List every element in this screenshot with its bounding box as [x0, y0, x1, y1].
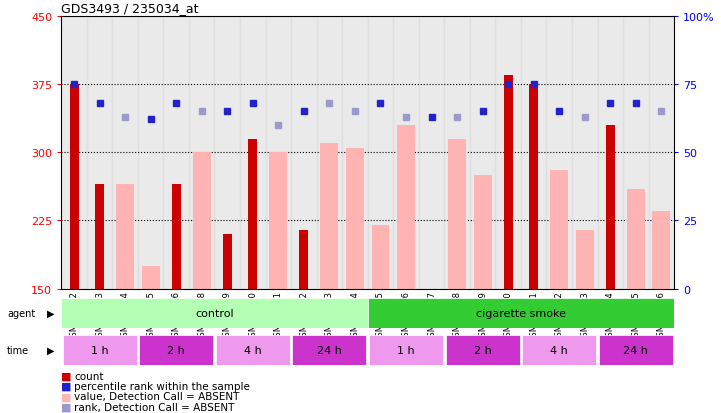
- Bar: [470, 17, 495, 289]
- Text: percentile rank within the sample: percentile rank within the sample: [74, 381, 250, 391]
- Bar: [70, 85, 79, 289]
- Bar: [576, 230, 593, 289]
- Bar: [61, 17, 87, 289]
- Bar: [623, 17, 649, 289]
- Text: 4 h: 4 h: [244, 345, 262, 355]
- Text: 2 h: 2 h: [474, 345, 492, 355]
- Text: GDS3493 / 235034_at: GDS3493 / 235034_at: [61, 2, 199, 15]
- Bar: [393, 17, 419, 289]
- Bar: [299, 230, 309, 289]
- Bar: [550, 171, 568, 289]
- Bar: [368, 298, 674, 328]
- Bar: [474, 176, 492, 289]
- Bar: [346, 148, 364, 289]
- Text: rank, Detection Call = ABSENT: rank, Detection Call = ABSENT: [74, 402, 234, 412]
- Bar: [293, 335, 366, 365]
- Bar: [572, 17, 598, 289]
- Bar: [448, 139, 466, 289]
- Text: cigarette smoke: cigarette smoke: [476, 308, 566, 318]
- Text: 24 h: 24 h: [624, 345, 648, 355]
- Bar: [63, 335, 136, 365]
- Bar: [397, 126, 415, 289]
- Bar: [317, 17, 342, 289]
- Bar: [627, 189, 645, 289]
- Bar: [419, 17, 444, 289]
- Bar: [598, 17, 623, 289]
- Text: 2 h: 2 h: [167, 345, 185, 355]
- Bar: [599, 335, 673, 365]
- Bar: [291, 17, 317, 289]
- Bar: [248, 139, 257, 289]
- Bar: [522, 335, 596, 365]
- Text: 1 h: 1 h: [91, 345, 108, 355]
- Text: control: control: [195, 308, 234, 318]
- Bar: [240, 17, 265, 289]
- Bar: [342, 17, 368, 289]
- Text: ■: ■: [61, 381, 72, 391]
- Bar: [606, 126, 615, 289]
- Text: ■: ■: [61, 371, 72, 381]
- Bar: [138, 17, 164, 289]
- Bar: [216, 335, 290, 365]
- Bar: [504, 76, 513, 289]
- Bar: [223, 235, 231, 289]
- Text: ■: ■: [61, 402, 72, 412]
- Text: 1 h: 1 h: [397, 345, 415, 355]
- Text: ▶: ▶: [47, 308, 54, 318]
- Bar: [371, 225, 389, 289]
- Bar: [369, 335, 443, 365]
- Text: agent: agent: [7, 308, 35, 318]
- Bar: [112, 17, 138, 289]
- Bar: [320, 144, 338, 289]
- Text: 4 h: 4 h: [550, 345, 568, 355]
- Bar: [444, 17, 470, 289]
- Bar: [547, 17, 572, 289]
- Bar: [95, 185, 104, 289]
- Bar: [142, 266, 159, 289]
- Bar: [653, 212, 671, 289]
- Bar: [61, 298, 368, 328]
- Bar: [172, 185, 181, 289]
- Bar: [116, 185, 134, 289]
- Bar: [265, 17, 291, 289]
- Text: ■: ■: [61, 392, 72, 401]
- Text: 24 h: 24 h: [317, 345, 342, 355]
- Bar: [215, 17, 240, 289]
- Bar: [495, 17, 521, 289]
- Text: time: time: [7, 345, 30, 355]
- Text: ▶: ▶: [47, 345, 54, 355]
- Bar: [521, 17, 547, 289]
- Bar: [368, 17, 393, 289]
- Text: count: count: [74, 371, 104, 381]
- Bar: [193, 153, 211, 289]
- Bar: [446, 335, 520, 365]
- Bar: [164, 17, 189, 289]
- Bar: [270, 153, 287, 289]
- Bar: [189, 17, 215, 289]
- Bar: [649, 17, 674, 289]
- Bar: [529, 85, 538, 289]
- Bar: [139, 335, 213, 365]
- Bar: [87, 17, 112, 289]
- Text: value, Detection Call = ABSENT: value, Detection Call = ABSENT: [74, 392, 239, 401]
